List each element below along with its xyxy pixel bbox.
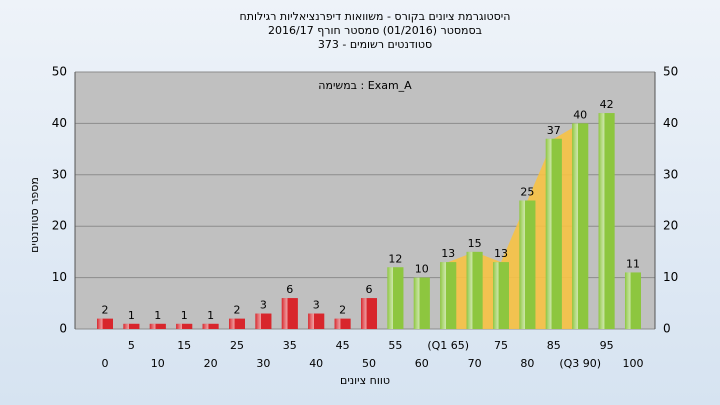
x-tick-label: 5 [128, 339, 135, 352]
bar [281, 298, 298, 329]
title-line: היסטוגרמת ציונים בקורס - משוואות דיפרנצי… [240, 10, 511, 23]
y-tick-label: 20 [52, 219, 67, 233]
y-tick-label: 50 [52, 65, 67, 79]
bar [466, 251, 483, 329]
x-tick-label: 80 [520, 357, 534, 370]
bar [545, 138, 562, 329]
y-tick-label: 10 [52, 270, 67, 284]
bar [123, 323, 140, 329]
y2-tick-label: 50 [663, 65, 678, 79]
bar [308, 313, 325, 329]
bar [202, 323, 219, 329]
value-label: 13 [494, 247, 508, 260]
bar [229, 318, 245, 329]
bar [598, 113, 615, 330]
bar [334, 318, 351, 329]
value-label: 11 [626, 257, 640, 270]
x-tick-label: 45 [336, 339, 350, 352]
x-tick-label: 85 [547, 339, 561, 352]
x-tick-label: 100 [623, 357, 644, 370]
y2-tick-label: 30 [663, 167, 678, 181]
title-line: סטודנטים רשומים - 373 [318, 38, 432, 51]
x-tick-label: 20 [204, 357, 218, 370]
value-label: 12 [388, 252, 402, 265]
x-tick-label: 60 [415, 357, 429, 370]
y-tick-label: 30 [52, 167, 67, 181]
y2-tick-label: 20 [663, 219, 678, 233]
x-tick-label: 40 [309, 357, 323, 370]
value-label: 1 [207, 309, 214, 322]
value-label: 15 [468, 237, 482, 250]
value-label: 2 [234, 304, 241, 317]
x-tick-label: (Q3 90) [559, 357, 601, 370]
x-axis-label: טווח ציונים [340, 374, 390, 387]
x-tick-label: 75 [494, 339, 508, 352]
x-tick-label: 70 [468, 357, 482, 370]
value-label: 25 [520, 186, 534, 199]
value-label: 3 [313, 299, 320, 312]
bar [625, 272, 641, 329]
x-tick-label: 15 [177, 339, 191, 352]
x-tick-label: (Q1 65) [427, 339, 469, 352]
value-label: 10 [415, 263, 429, 276]
y2-tick-label: 10 [663, 270, 678, 284]
x-tick-label: 35 [283, 339, 297, 352]
bar [493, 262, 509, 329]
value-label: 42 [600, 98, 614, 111]
y-tick-label: 0 [59, 322, 67, 336]
x-tick-label: 25 [230, 339, 244, 352]
value-label: 37 [547, 124, 561, 137]
bar [387, 267, 404, 329]
value-label: 1 [128, 309, 135, 322]
value-label: 40 [573, 108, 587, 121]
x-tick-label: 0 [102, 357, 109, 370]
bar [440, 262, 457, 329]
bar [149, 323, 166, 329]
title-line: בסמסטר (01/2016) סמסטר חורף 2016/17 [268, 24, 482, 37]
y2-tick-label: 0 [663, 322, 671, 336]
value-label: 6 [366, 283, 373, 296]
y-axis-label: מספר סטודנטים [28, 177, 41, 253]
bar [413, 277, 430, 329]
bar [97, 318, 113, 329]
bar [255, 313, 272, 329]
value-label: 1 [154, 309, 161, 322]
bar [176, 323, 193, 329]
y-tick-label: 40 [52, 116, 67, 130]
bar [572, 123, 589, 330]
x-tick-label: 50 [362, 357, 376, 370]
value-label: 1 [181, 309, 188, 322]
annotation: במשימה : Exam_A [318, 79, 412, 92]
value-label: 3 [260, 299, 267, 312]
x-tick-label: 95 [600, 339, 614, 352]
value-label: 2 [102, 304, 109, 317]
x-tick-label: 55 [388, 339, 402, 352]
bar [361, 298, 377, 329]
value-label: 2 [339, 304, 346, 317]
x-tick-label: 10 [151, 357, 165, 370]
y2-tick-label: 40 [663, 116, 678, 130]
bar [519, 200, 536, 329]
value-label: 6 [286, 283, 293, 296]
x-tick-label: 30 [256, 357, 270, 370]
value-label: 13 [441, 247, 455, 260]
